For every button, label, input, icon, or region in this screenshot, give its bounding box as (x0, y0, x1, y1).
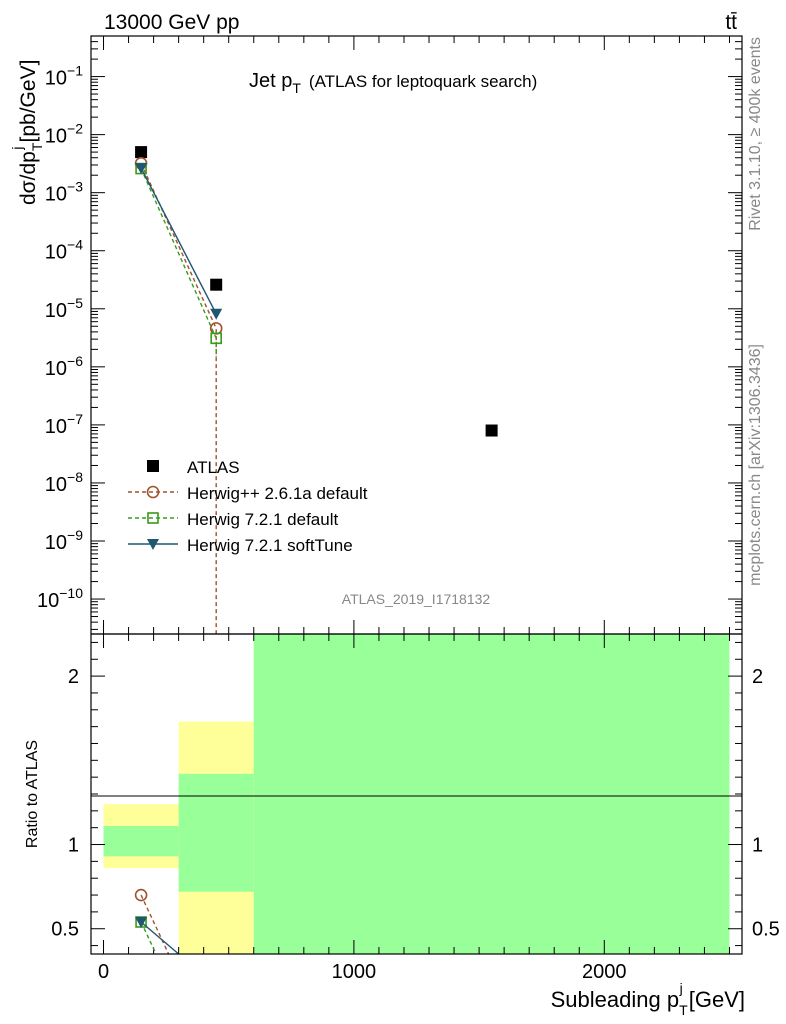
ratio-y-tick-label-right: 1 (752, 835, 763, 857)
ratio-line-0 (140, 894, 170, 955)
ratio-y-axis-label: Ratio to ATLAS (24, 740, 41, 848)
ratio-series (134, 888, 180, 955)
main-point (485, 424, 498, 437)
legend-marker-1 (146, 485, 160, 499)
legend-label-0: ATLAS (187, 458, 240, 477)
ratio-point (134, 888, 148, 902)
main-y-tick-label: 10−1 (45, 63, 83, 90)
main-y-tick-label: 10−9 (45, 527, 83, 554)
main-y-tick-label: 10−5 (45, 295, 83, 322)
ratio-point (135, 917, 148, 928)
x-axis-label: Subleading pTj [GeV] (551, 980, 745, 1018)
ratio-line-2 (140, 921, 180, 955)
main-line-3 (140, 167, 217, 315)
energy-label: 13000 GeV pp (104, 11, 239, 34)
legend: ATLAS Herwig++ 2.6.1a default Herwig 7.2.1… (128, 458, 368, 555)
ratio-uncertainty-bands (103, 634, 730, 954)
main-y-tick-label: 10−6 (45, 353, 83, 380)
main-y-tick-label: 10−3 (45, 179, 83, 206)
main-y-tick-label: 10−2 (45, 121, 83, 148)
ratio-y-tick-label-right: 0.5 (752, 919, 780, 941)
process-label: tt̄ (725, 11, 737, 34)
main-point (135, 146, 148, 159)
ratio-band-green-1 (178, 773, 254, 892)
main-y-tick-label: 10−7 (45, 411, 83, 438)
ratio-band-green-2 (253, 634, 730, 954)
legend-label-2: Herwig 7.2.1 default (187, 510, 338, 529)
legend-marker-2 (147, 512, 159, 524)
main-y-axis-label: dσ/dpTj[pb/GeV] (9, 60, 45, 205)
main-y-tick-label: 10−4 (45, 237, 83, 264)
rivet-version-label: Rivet 3.1.10, ≥ 400k events (747, 37, 764, 231)
x-tick-label: 1000 (332, 961, 377, 983)
ratio-y-tick-label-right: 2 (752, 666, 763, 688)
main-point (210, 332, 222, 345)
ratio-band-green-0 (103, 826, 179, 857)
main-y-tick-label: 10−8 (45, 469, 83, 496)
ratio-line-1 (140, 921, 157, 955)
main-point (210, 308, 223, 320)
legend-label-1: Herwig++ 2.6.1a default (187, 484, 368, 503)
plot-title: Jet pT (ATLAS for leptoquark search) (249, 70, 537, 96)
ratio-y-tick-label: 2 (68, 666, 79, 688)
ratio-y-tick-label: 0.5 (51, 919, 79, 941)
legend-label-3: Herwig 7.2.1 softTune (187, 536, 353, 555)
main-series (134, 146, 498, 634)
main-y-tick-label: 10−10 (37, 585, 83, 612)
ratio-plot-frame (90, 633, 743, 955)
main-axis-ticks: 10−10 10−9 10−8 10−7 10−6 10−5 10−4 10−3 10−2 10−… (37, 35, 742, 634)
analysis-id-label: ATLAS_2019_I1718132 (342, 591, 491, 607)
main-line-2 (140, 168, 217, 357)
legend-marker-0 (147, 460, 159, 472)
x-tick-label: 0 (98, 961, 109, 983)
main-point (135, 163, 148, 175)
main-point (210, 278, 223, 291)
legend-marker-3 (147, 539, 159, 550)
x-tick-label: 2000 (582, 961, 627, 983)
mcplots-label: mcplots.cern.ch [arXiv:1306.3436] (747, 344, 764, 586)
ratio-axis-ticks: 0.5 0.5 1 1 2 2 0 1000 2000 (51, 634, 780, 983)
ratio-y-tick-label: 1 (68, 835, 79, 857)
main-line-1 (140, 163, 217, 634)
